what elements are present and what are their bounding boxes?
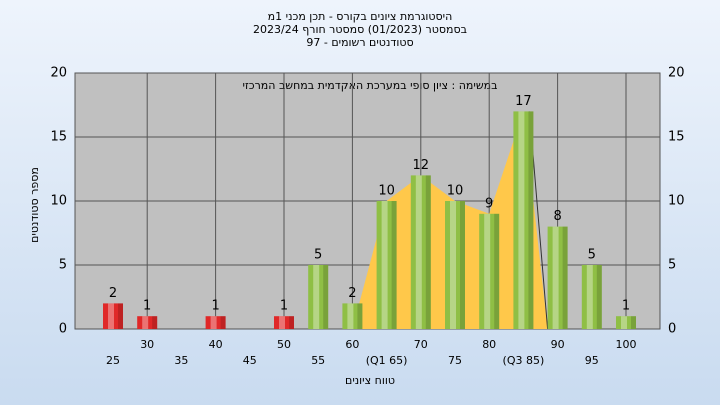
- bar-highlight: [142, 316, 149, 329]
- bar-highlight: [279, 316, 285, 329]
- x-tick-label: (Q1 65): [366, 354, 408, 367]
- bar-shadow: [357, 303, 363, 329]
- bar-shadow: [562, 226, 568, 329]
- bar-highlight: [484, 213, 491, 329]
- x-tick-label: 95: [585, 354, 599, 367]
- bar-highlight: [450, 201, 456, 329]
- bar-shadow: [528, 111, 534, 330]
- x-tick-label: 80: [482, 338, 496, 351]
- y2-tick-label: 5: [668, 258, 676, 273]
- bar: [376, 201, 397, 329]
- bar-shadow: [289, 316, 294, 329]
- value-label: 2: [109, 286, 117, 301]
- bar: [205, 316, 226, 329]
- bar-highlight: [381, 201, 388, 329]
- bar: [513, 111, 534, 330]
- bar: [274, 316, 294, 329]
- bar-shadow: [596, 265, 602, 329]
- value-label: 1: [211, 299, 219, 314]
- bar: [616, 316, 636, 329]
- value-label: 5: [314, 248, 322, 263]
- title-line: סטודנטים רשומים - 97: [306, 36, 413, 49]
- value-label: 12: [413, 158, 430, 173]
- bar: [479, 213, 500, 329]
- y2-tick-label: 0: [668, 322, 676, 337]
- bar-shadow: [494, 213, 500, 329]
- bar-highlight: [313, 265, 320, 329]
- bar: [410, 175, 431, 329]
- value-label: 9: [485, 196, 493, 211]
- x-tick-label: 70: [414, 338, 428, 351]
- y-tick-label: 10: [50, 194, 67, 209]
- bar-highlight: [415, 175, 422, 329]
- bar-shadow: [323, 265, 329, 329]
- bar-highlight: [552, 226, 559, 329]
- bar-shadow: [425, 175, 431, 329]
- annotation: במשימה : ציון סופי במערכת האקדמית במחשב …: [243, 79, 498, 92]
- value-label: 8: [553, 209, 561, 224]
- y2-tick-label: 10: [668, 194, 685, 209]
- x-axis-label: טווח ציונים: [345, 374, 395, 387]
- bar-highlight: [621, 316, 627, 329]
- x-tick-label: 30: [140, 338, 154, 351]
- bar-highlight: [210, 316, 217, 329]
- bar-shadow: [152, 316, 158, 329]
- y-tick-label: 15: [50, 130, 67, 145]
- y-tick-label: 0: [59, 322, 67, 337]
- bar-shadow: [460, 201, 465, 329]
- bar: [103, 303, 123, 329]
- bar: [342, 303, 363, 329]
- title-line: היסטוגרמת ציונים בקורס - תכן מכני 1מ: [268, 10, 453, 23]
- bar: [308, 265, 329, 329]
- title-line: בסמסטר (01/2023) סמסטר חורף 2023/24: [253, 23, 467, 36]
- bar-shadow: [118, 303, 123, 329]
- bar-shadow: [220, 316, 226, 329]
- value-label: 2: [348, 286, 356, 301]
- y2-tick-label: 15: [668, 130, 685, 145]
- x-tick-label: 50: [277, 338, 291, 351]
- x-tick-label: 45: [243, 354, 257, 367]
- bar: [445, 201, 465, 329]
- value-label: 1: [280, 299, 288, 314]
- x-tick-label: 90: [551, 338, 565, 351]
- bar-highlight: [347, 303, 354, 329]
- x-tick-label: 75: [448, 354, 462, 367]
- bar-highlight: [586, 265, 593, 329]
- value-label: 10: [447, 184, 464, 199]
- y-axis-label: מספר סטודנטים: [28, 167, 41, 243]
- value-label: 5: [588, 248, 596, 263]
- y2-tick-label: 20: [668, 66, 685, 81]
- bar-shadow: [631, 316, 636, 329]
- value-label: 1: [143, 299, 151, 314]
- value-label: 10: [378, 184, 395, 199]
- x-tick-label: 60: [345, 338, 359, 351]
- x-tick-label: 35: [174, 354, 188, 367]
- x-tick-label: 100: [616, 338, 637, 351]
- x-tick-label: 25: [106, 354, 120, 367]
- value-label: 1: [622, 299, 630, 314]
- bar-highlight: [108, 303, 114, 329]
- y-tick-label: 5: [59, 258, 67, 273]
- x-tick-label: (Q3 85): [503, 354, 545, 367]
- bar: [547, 226, 568, 329]
- value-label: 17: [515, 94, 532, 109]
- bar-shadow: [391, 201, 397, 329]
- x-tick-label: 55: [311, 354, 325, 367]
- bar-highlight: [518, 111, 525, 330]
- y-tick-label: 20: [50, 66, 67, 81]
- x-tick-label: 40: [209, 338, 223, 351]
- bar: [581, 265, 602, 329]
- bar: [137, 316, 158, 329]
